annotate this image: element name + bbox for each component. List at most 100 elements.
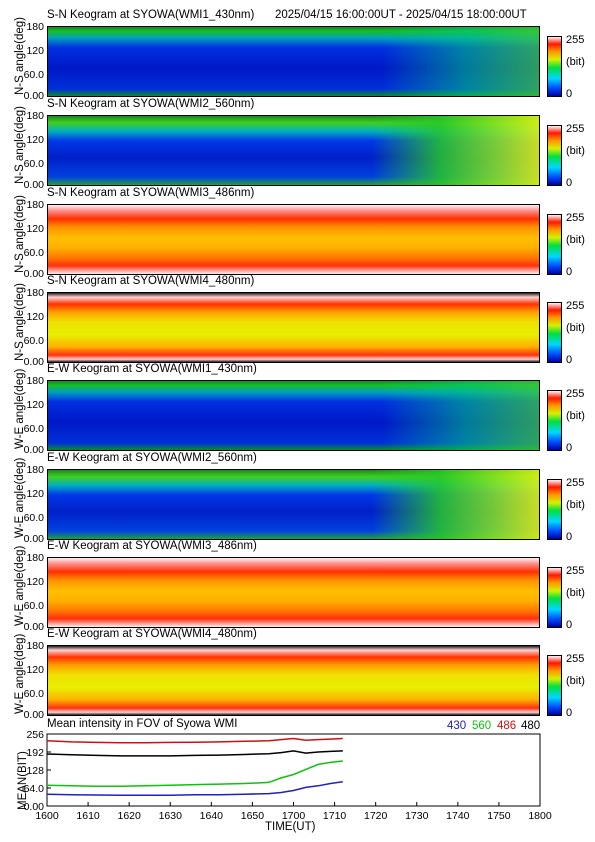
legend-item-430: 430 <box>447 720 467 732</box>
colorbar-min-label: 0 <box>566 531 573 543</box>
colorbar-min-label: 0 <box>566 266 573 278</box>
keogram-ytick: 0.00 <box>23 620 44 633</box>
keogram-ytick: 0.00 <box>23 267 44 280</box>
mean-chart-ylabel: MEAN(BIT) <box>17 751 29 810</box>
colorbar-unit-label: (bit) <box>566 234 585 246</box>
date-range-label: 2025/04/15 16:00:00UT - 2025/04/15 18:00… <box>275 9 527 21</box>
colorbar-unit-label: (bit) <box>566 675 585 687</box>
keogram-ytick: 180 <box>26 464 44 477</box>
keogram-ytick: 120 <box>26 398 44 411</box>
keogram-ytick: 60.0 <box>23 599 44 612</box>
keogram-ytick: 60.0 <box>23 334 44 347</box>
colorbar-max-label: 255 <box>566 300 585 312</box>
series-line-486 <box>46 737 343 744</box>
keogram-image <box>47 380 540 451</box>
y-tick-label: 0.00 <box>24 801 45 813</box>
keogram-ytick: 0.00 <box>23 178 44 191</box>
x-tick-label: 1740 <box>446 810 470 822</box>
legend-item-486: 486 <box>497 720 517 732</box>
keogram-ytick: 120 <box>26 44 44 57</box>
colorbar-min-label: 0 <box>566 88 573 100</box>
keogram-image <box>47 469 540 540</box>
x-tick-label: 1730 <box>405 810 429 822</box>
keogram-title: E-W Keogram at SYOWA(WMI2_560nm) <box>47 452 257 464</box>
colorbar <box>547 214 562 275</box>
y-tick-label: 64.0 <box>24 783 45 795</box>
keogram-ytick: 60.0 <box>23 687 44 700</box>
y-tick-label: 128 <box>26 765 44 777</box>
x-tick-label: 1750 <box>487 810 511 822</box>
y-tick-label: 192 <box>26 747 44 759</box>
keogram-ytick: 60.0 <box>23 511 44 524</box>
colorbar-min-label: 0 <box>566 177 573 189</box>
colorbar <box>547 655 562 716</box>
colorbar-max-label: 255 <box>566 212 585 224</box>
keogram-title: S-N Keogram at SYOWA(WMI3_486nm) <box>47 187 255 199</box>
keogram-ytick: 60.0 <box>23 68 44 81</box>
keogram-ytick: 0.00 <box>23 355 44 368</box>
keogram-title: S-N Keogram at SYOWA(WMI2_560nm) <box>47 98 255 110</box>
keogram-ytick: 120 <box>26 575 44 588</box>
x-tick-label: 1700 <box>282 810 306 822</box>
y-tick-label: 256 <box>26 729 44 741</box>
legend-item-560: 560 <box>472 720 492 732</box>
keogram-ytick: 0.00 <box>23 708 44 721</box>
keogram-ytick: 180 <box>26 640 44 653</box>
keogram-image <box>47 115 540 186</box>
x-tick-label: 1640 <box>200 810 224 822</box>
mean-chart-title: Mean intensity in FOV of Syowa WMI <box>47 718 238 730</box>
keogram-ytick: 180 <box>26 110 44 123</box>
keogram-ytick: 180 <box>26 552 44 565</box>
series-line-560 <box>46 760 343 788</box>
keogram-ytick: 120 <box>26 310 44 323</box>
x-tick-label: 1630 <box>159 810 183 822</box>
keogram-ytick: 0.00 <box>23 532 44 545</box>
colorbar-min-label: 0 <box>566 442 573 454</box>
x-tick-label: 1610 <box>76 810 100 822</box>
colorbar-max-label: 255 <box>566 34 585 46</box>
keogram-ytick: 120 <box>26 663 44 676</box>
colorbar-unit-label: (bit) <box>566 56 585 68</box>
colorbar-max-label: 255 <box>566 565 585 577</box>
keogram-title: E-W Keogram at SYOWA(WMI4_480nm) <box>47 628 257 640</box>
keogram-ytick: 0.00 <box>23 443 44 456</box>
x-tick-label: 1800 <box>528 810 552 822</box>
colorbar-min-label: 0 <box>566 354 573 366</box>
colorbar-min-label: 0 <box>566 707 573 719</box>
keogram-image <box>47 645 540 716</box>
keogram-ytick: 120 <box>26 487 44 500</box>
keogram-ytick: 120 <box>26 222 44 235</box>
colorbar-max-label: 255 <box>566 123 585 135</box>
colorbar-max-label: 255 <box>566 653 585 665</box>
colorbar <box>547 567 562 628</box>
mean-chart-xlabel: TIME(UT) <box>265 821 316 833</box>
keogram-ytick: 180 <box>26 21 44 34</box>
keogram-title: E-W Keogram at SYOWA(WMI3_486nm) <box>47 540 257 552</box>
colorbar-max-label: 255 <box>566 477 585 489</box>
keogram-image <box>47 26 540 97</box>
legend-item-480: 480 <box>521 720 541 732</box>
keogram-ytick: 180 <box>26 199 44 212</box>
keogram-ytick: 0.00 <box>23 89 44 102</box>
colorbar <box>547 302 562 363</box>
colorbar-max-label: 255 <box>566 388 585 400</box>
colorbar-unit-label: (bit) <box>566 322 585 334</box>
colorbar-unit-label: (bit) <box>566 499 585 511</box>
keogram-ytick: 180 <box>26 375 44 388</box>
keogram-ytick: 120 <box>26 133 44 146</box>
x-tick-label: 1720 <box>364 810 388 822</box>
keogram-ytick: 60.0 <box>23 246 44 259</box>
keogram-image <box>47 557 540 628</box>
keogram-image <box>47 204 540 275</box>
keogram-ytick: 60.0 <box>23 422 44 435</box>
series-line-480 <box>46 750 343 757</box>
keogram-ytick: 180 <box>26 287 44 300</box>
colorbar-unit-label: (bit) <box>566 587 585 599</box>
keogram-ytick: 60.0 <box>23 157 44 170</box>
x-tick-label: 1600 <box>35 810 59 822</box>
colorbar <box>547 36 562 97</box>
x-tick-label: 1620 <box>117 810 141 822</box>
colorbar <box>547 125 562 186</box>
x-tick-label: 1650 <box>241 810 265 822</box>
colorbar <box>547 479 562 540</box>
